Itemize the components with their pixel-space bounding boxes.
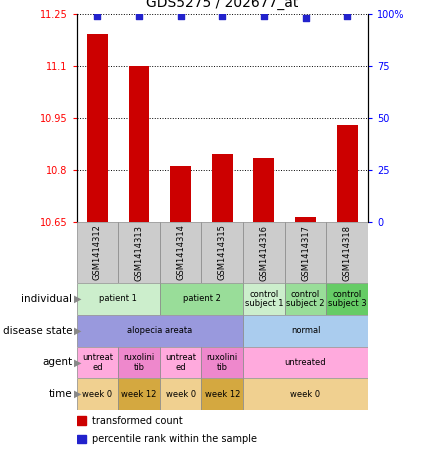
Text: patient 1: patient 1 — [99, 294, 137, 304]
Bar — [201, 222, 243, 283]
Text: percentile rank within the sample: percentile rank within the sample — [92, 434, 257, 444]
Bar — [243, 222, 285, 283]
Bar — [77, 315, 243, 347]
Text: GSM1414315: GSM1414315 — [218, 225, 227, 280]
Bar — [160, 283, 243, 315]
Text: week 0: week 0 — [82, 390, 113, 399]
Text: GSM1414314: GSM1414314 — [176, 225, 185, 280]
Text: week 12: week 12 — [205, 390, 240, 399]
Bar — [285, 222, 326, 283]
Text: transformed count: transformed count — [92, 415, 182, 426]
Text: alopecia areata: alopecia areata — [127, 326, 192, 335]
Text: ruxolini
tib: ruxolini tib — [124, 353, 155, 372]
Text: GSM1414316: GSM1414316 — [259, 225, 268, 280]
Bar — [243, 378, 368, 410]
Text: untreated: untreated — [285, 358, 326, 367]
Bar — [87, 34, 108, 222]
Text: untreat
ed: untreat ed — [82, 353, 113, 372]
Text: week 12: week 12 — [121, 390, 157, 399]
Text: patient 2: patient 2 — [183, 294, 220, 304]
Point — [94, 12, 101, 19]
Bar — [326, 222, 368, 283]
Bar — [77, 283, 160, 315]
Bar — [77, 416, 86, 425]
Bar — [77, 347, 118, 378]
Text: ▶: ▶ — [74, 389, 82, 399]
Text: control
subject 1: control subject 1 — [245, 289, 283, 308]
Title: GDS5275 / 202677_at: GDS5275 / 202677_at — [146, 0, 298, 10]
Text: untreat
ed: untreat ed — [165, 353, 196, 372]
Text: agent: agent — [42, 357, 72, 367]
Bar — [243, 283, 285, 315]
Point — [135, 12, 142, 19]
Bar — [243, 347, 368, 378]
Point — [302, 14, 309, 21]
Bar — [212, 154, 233, 222]
Bar — [295, 217, 316, 222]
Bar — [118, 222, 160, 283]
Point — [260, 12, 267, 19]
Bar — [118, 347, 160, 378]
Text: GSM1414312: GSM1414312 — [93, 225, 102, 280]
Text: ▶: ▶ — [74, 326, 82, 336]
Text: control
subject 2: control subject 2 — [286, 289, 325, 308]
Bar — [77, 378, 118, 410]
Bar — [285, 283, 326, 315]
Text: ▶: ▶ — [74, 357, 82, 367]
Text: GSM1414317: GSM1414317 — [301, 225, 310, 280]
Bar — [77, 435, 86, 443]
Point — [219, 12, 226, 19]
Text: individual: individual — [21, 294, 72, 304]
Text: ▶: ▶ — [74, 294, 82, 304]
Bar — [254, 158, 274, 222]
Text: control
subject 3: control subject 3 — [328, 289, 367, 308]
Point — [343, 12, 350, 19]
Bar — [129, 66, 149, 222]
Text: time: time — [49, 389, 72, 399]
Text: GSM1414318: GSM1414318 — [343, 225, 352, 280]
Text: week 0: week 0 — [166, 390, 196, 399]
Text: week 0: week 0 — [290, 390, 321, 399]
Text: ruxolini
tib: ruxolini tib — [207, 353, 238, 372]
Bar — [160, 378, 201, 410]
Bar — [170, 166, 191, 222]
Bar — [160, 347, 201, 378]
Bar — [77, 222, 118, 283]
Bar — [326, 283, 368, 315]
Bar — [337, 125, 357, 222]
Bar — [118, 378, 160, 410]
Bar — [201, 378, 243, 410]
Text: GSM1414313: GSM1414313 — [134, 225, 144, 280]
Text: disease state: disease state — [3, 326, 72, 336]
Bar — [201, 347, 243, 378]
Text: normal: normal — [291, 326, 320, 335]
Point — [177, 12, 184, 19]
Bar — [243, 315, 368, 347]
Bar — [160, 222, 201, 283]
